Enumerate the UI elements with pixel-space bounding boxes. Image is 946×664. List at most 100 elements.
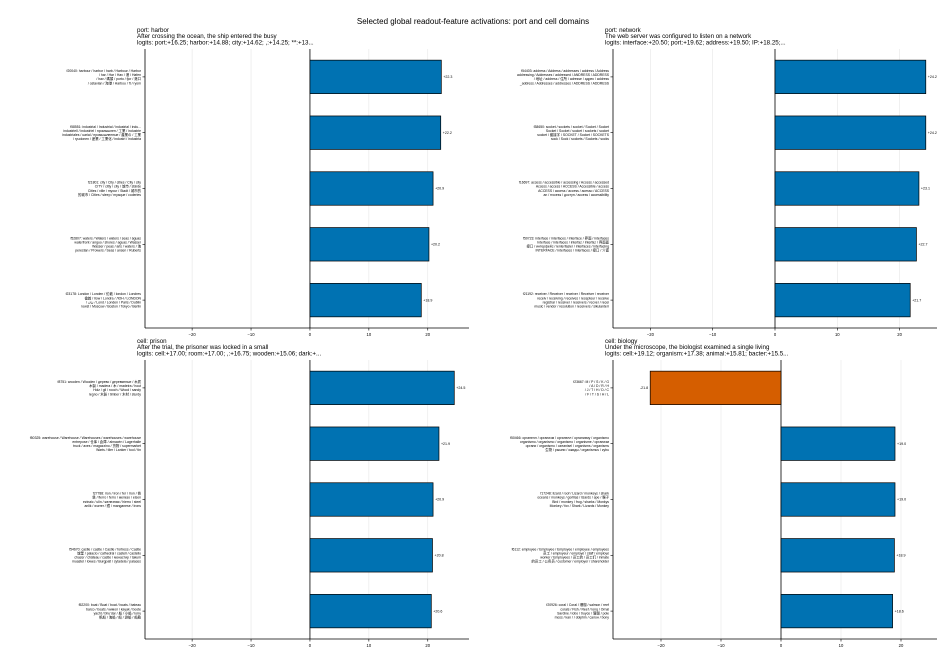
x-tick-label: −20 (189, 643, 197, 648)
panel-title-line: The web server was configured to listen … (605, 33, 752, 40)
x-tick-label: 10 (839, 643, 844, 648)
value-label: +24.2 (928, 131, 937, 135)
bar (774, 227, 917, 262)
y-tick-label: f16697: access / accessible / accessing … (519, 181, 609, 185)
y-tick-label: anlik / wurrer / 鐵 / manganese / Irons (84, 503, 141, 508)
y-tick-label: addressing / Addresses / addressed / AND… (517, 73, 610, 77)
x-tick-label: −10 (717, 643, 725, 648)
x-tick-label: −20 (189, 332, 197, 337)
y-tick-label: Socket / Socket / socket / sockets / soc… (546, 129, 609, 133)
bar (309, 426, 440, 461)
panel-title-line: port: harbor (137, 27, 169, 34)
y-tick-label: CITY / citty / city / 城市 / stärde (95, 184, 141, 189)
x-tick-label: 0 (774, 332, 777, 337)
x-tick-label: 20 (899, 643, 904, 648)
value-label: +19.0 (897, 498, 906, 502)
x-tick-label: 10 (835, 332, 840, 337)
panel-title-line: cell: prison (137, 338, 167, 345)
panel-title-line: cell: biology (605, 338, 638, 345)
y-tick-label: ezinaic / ulin / железная / hierro / ste… (83, 500, 141, 504)
y-tick-label: 接口 / интерфейс / ienterfasler / interfac… (526, 244, 609, 249)
value-label: +19.0 (897, 442, 906, 446)
y-tick-label: f54670: castle / castle / Castle / fortr… (69, 547, 141, 551)
y-tick-label: f54403: address / Address / addresses / … (521, 69, 609, 73)
y-tick-label: Warts / tiler / Lanker / tool / tin (96, 448, 141, 452)
value-label: +20.9 (435, 498, 444, 502)
value-label: +18.6 (895, 609, 904, 613)
y-tick-label: 帆船 / 海船 / 船 / 游船 / 船舶 (99, 614, 141, 619)
y-tick-label: / har / Har / Hav / 港 / Hafen (99, 72, 141, 77)
bar (309, 594, 432, 629)
value-label: +21.9 (441, 442, 450, 446)
y-tick-label: f20926: coral / Coral / 珊瑚 / salmon / re… (546, 602, 609, 607)
y-tick-label: f50723: interface / interfaces / Interfa… (523, 235, 609, 240)
y-tick-label: f20040: harbour / harbor / harb / Harbou… (67, 69, 142, 73)
value-label: +24.5 (456, 386, 465, 390)
value-label: +18.9 (896, 554, 905, 558)
bar (309, 370, 455, 405)
y-tick-label: INTERFACE / interfaces / Interfaces / 接口… (536, 248, 610, 253)
y-tick-label: chazer / château / castle / монастир / t… (74, 556, 141, 560)
y-tick-label: perestan / Prowers / Seas / ansen / Rube… (75, 249, 141, 253)
value-label: +22.7 (918, 243, 927, 247)
y-tick-label: f23667: M / P / S / K / G (573, 380, 609, 384)
y-tick-label: 城堡 / palacio / cathedral / castell / cas… (77, 550, 141, 555)
y-tick-label: / F / T / S / H / L (585, 392, 609, 396)
value-label: +22.3 (443, 75, 452, 79)
y-tick-label: f21801: city / City / cities / City / ci… (88, 181, 141, 185)
x-tick-label: 20 (897, 332, 902, 337)
panel-title-line: After the trial, the prisoner was locked… (137, 344, 268, 351)
value-label: -21.8 (640, 386, 648, 390)
value-label: +20.8 (434, 554, 443, 558)
y-tick-label: 木製 / madera / 木 / madeira / hout (89, 383, 141, 388)
y-tick-label: barco / boats / кимол / kayak / boote (86, 607, 141, 611)
y-tick-label: f17248: lizard / roof / Lizard / monkeys… (540, 492, 609, 496)
y-tick-label: / ryudonen / 産業 / 工業化 / industri / indus… (73, 136, 141, 141)
y-tick-label: muastel / Iowes / Burgpalt / cytadela / … (72, 560, 141, 564)
x-tick-label: −10 (247, 643, 255, 648)
y-tick-label: yacht / bhu'dar / 船 / 小船 / lorry (94, 610, 142, 615)
panel-title-line: After crossing the ocean, the ship enter… (137, 33, 278, 40)
y-tick-label: corals / Fish / Reef / lonq / Ornal (560, 607, 609, 611)
bar (780, 594, 893, 629)
x-tick-label: 10 (367, 332, 372, 337)
y-tick-label: / A / D / R / H (589, 384, 609, 388)
y-tick-label: f6112: employee / Employee / Employee / … (512, 547, 610, 551)
y-tick-label: 员工 / employeur / employé / staff / emplo… (543, 551, 609, 555)
value-label: +18.9 (423, 298, 432, 302)
y-tick-label: f52807: waters / Waters / waters / seas … (70, 236, 141, 240)
y-tick-label: 的城市 / Cities / sleep / myaque / coderies (78, 192, 141, 197)
x-tick-label: −10 (247, 332, 255, 337)
y-tick-label: органи / organismo / ozeanisel / organis… (526, 444, 610, 448)
x-tick-label: 20 (425, 643, 430, 648)
figure-title: Selected global readout-feature activati… (357, 17, 589, 26)
value-label: +20.9 (435, 187, 444, 191)
value-label: +21.7 (912, 298, 921, 302)
y-tick-label: industriales / uarial / промышленные / 產… (62, 132, 141, 137)
y-tick-label: f58551: industrial / Industrial / indust… (70, 125, 141, 129)
y-tick-label: waterfront / anguo / shores / aguas / Wa… (74, 240, 141, 244)
y-tick-label: Bird / monkey / frog / sharks / Monkys (552, 500, 609, 504)
y-tick-label: f23178: London / Londen / 伦敦 / london / … (66, 291, 142, 296)
y-tick-label: legno / 木製 / timber / 木材 / sturdy (89, 391, 141, 396)
bar (774, 171, 920, 206)
y-tick-label: Wasser / peas / aris / waters / 海 (92, 244, 141, 249)
y-tick-label: Monkey / fox / Shark / Lizards / Monkey (550, 504, 610, 508)
y-tick-label: receiv / receiving / receives / recepteu… (537, 296, 609, 300)
bar (780, 538, 895, 573)
y-tick-label: sock / Sock / sockets / Sockets / socks (551, 137, 609, 141)
panel-title-line: logits: cell:+19.12; organism:+17.38; an… (605, 350, 789, 357)
y-tick-label: moss / kan / / dolphin / салон / bony (555, 615, 610, 619)
panel-title-line: logits: cell:+17.00; room:+17.00; ,:+16.… (137, 350, 321, 357)
bar (780, 482, 896, 517)
y-tick-label: entrepose / 仓库 / 倉庫 / almacén / Lagerhal… (72, 439, 141, 444)
bar (774, 283, 911, 318)
panel-title-line: Under the microscope, the biologist exam… (605, 344, 770, 351)
x-tick-label: −10 (709, 332, 717, 337)
y-tick-label: f50325: warehouse / Warehouse / Warehous… (30, 436, 141, 440)
bar (309, 227, 430, 262)
